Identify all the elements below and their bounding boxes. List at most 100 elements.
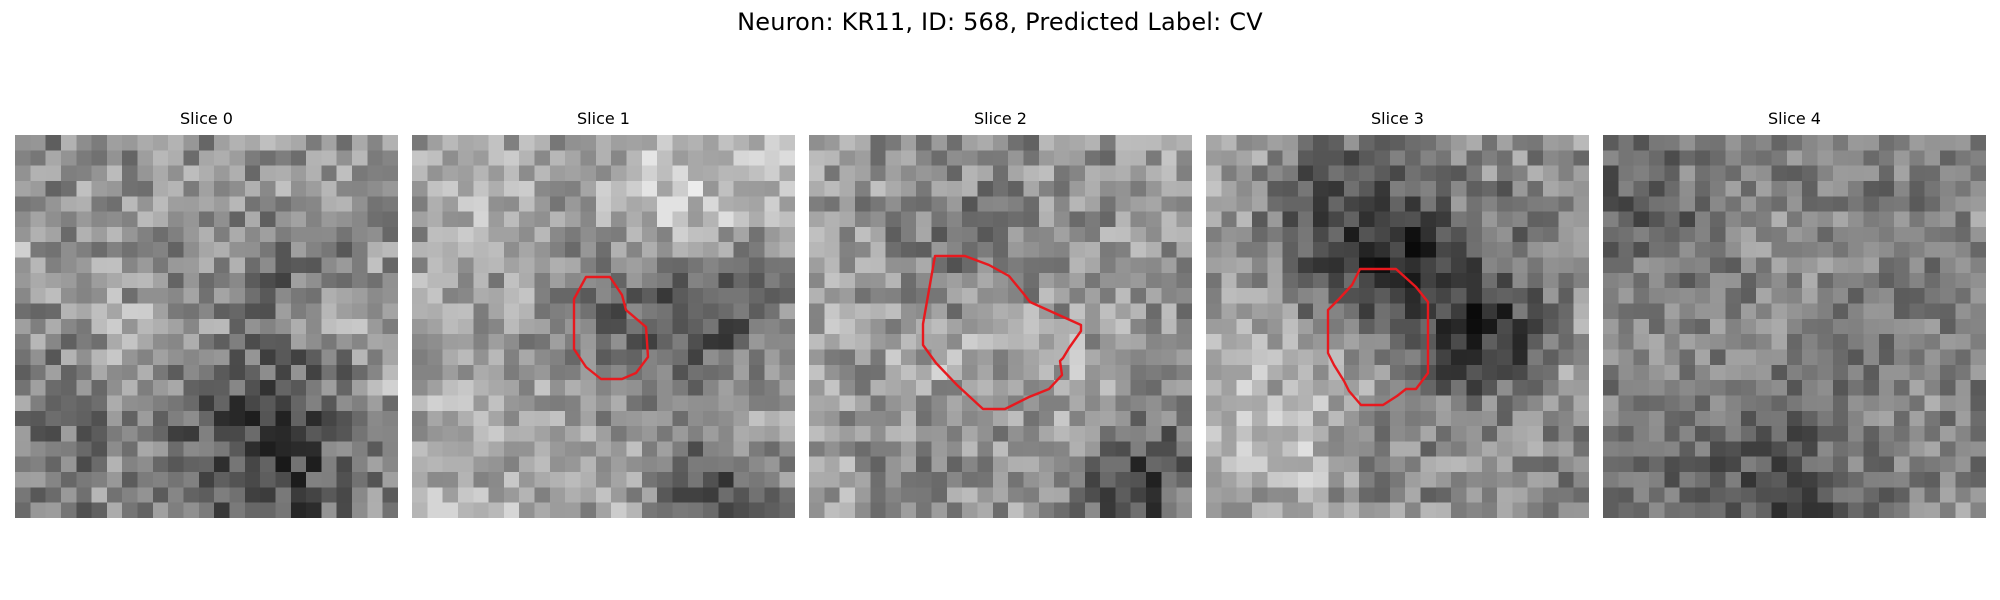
image-pixel [1236,410,1253,427]
image-pixel [1481,456,1498,473]
image-pixel [1802,211,1819,228]
image-pixel [1664,441,1681,458]
roi-contour [921,254,1083,411]
image-pixel [1878,441,1895,458]
image-pixel [1130,410,1147,427]
image-pixel [260,502,277,518]
image-pixel [488,211,505,228]
image-pixel [442,456,459,473]
image-pixel [1236,395,1253,412]
image-pixel [1558,487,1575,504]
image-pixel [1771,226,1788,243]
image-pixel [718,364,735,381]
image-pixel [1909,349,1926,366]
image-pixel [1740,426,1757,442]
image-pixel [733,441,750,458]
image-pixel [367,502,384,518]
image-pixel [1359,211,1376,228]
image-pixel [809,150,825,167]
image-pixel [703,180,719,197]
image-pixel [30,410,47,427]
image-pixel [992,472,1009,488]
image-pixel [549,135,566,151]
image-pixel [962,380,979,397]
image-pixel [1282,242,1299,259]
image-pixel [382,211,398,228]
image-pixel [703,487,719,504]
image-pixel [809,135,825,151]
image-pixel [1374,410,1391,427]
image-pixel [946,180,963,197]
image-pixel [1267,380,1284,397]
image-pixel [412,334,428,351]
image-pixel [457,487,474,504]
image-pixel [885,472,902,488]
image-pixel [15,150,31,167]
image-pixel [900,349,917,366]
image-pixel [122,410,139,427]
image-pixel [1374,441,1391,458]
image-pixel [1558,211,1575,228]
image-pixel [595,165,612,182]
image-pixel [916,135,933,151]
image-pixel [60,165,77,182]
image-pixel [290,349,307,366]
image-pixel [946,288,963,305]
image-pixel [367,456,384,473]
image-pixel [703,318,719,335]
image-pixel [1740,410,1757,427]
image-pixel [824,487,841,504]
image-pixel [916,472,933,488]
image-pixel [1069,395,1086,412]
image-pixel [1740,502,1757,518]
image-pixel [1878,180,1895,197]
image-pixel [137,272,154,289]
image-pixel [595,472,612,488]
image-pixel [412,288,428,305]
image-pixel [641,288,658,305]
image-pixel [519,196,536,213]
image-pixel [854,441,871,458]
image-pixel [1435,334,1452,351]
image-pixel [1543,456,1559,473]
image-pixel [60,135,77,151]
image-pixel [1878,395,1895,412]
image-pixel [122,150,139,167]
image-pixel [977,288,994,305]
image-pixel [1038,456,1055,473]
image-pixel [1558,303,1575,320]
image-pixel [1756,502,1773,518]
image-pixel [503,165,520,182]
image-pixel [1664,410,1681,427]
image-pixel [457,180,474,197]
image-pixel [290,410,307,427]
image-pixel [336,272,353,289]
image-pixel [122,487,139,504]
image-pixel [1297,472,1314,488]
image-pixel [427,502,444,518]
image-pixel [275,410,292,427]
image-pixel [15,502,31,518]
image-pixel [137,472,154,488]
image-pixel [1710,410,1727,427]
slice-panel-3: Slice 3 [1206,108,1589,518]
image-pixel [1664,242,1681,259]
image-pixel [1343,211,1360,228]
image-pixel [91,334,108,351]
image-pixel [382,288,398,305]
image-pixel [1100,165,1116,182]
image-pixel [824,257,841,274]
image-pixel [1558,410,1575,427]
image-pixel [1633,426,1650,442]
image-pixel [580,410,597,427]
image-pixel [1176,180,1192,197]
image-pixel [1130,257,1147,274]
image-pixel [45,472,62,488]
image-pixel [1313,318,1330,335]
image-pixel [1618,196,1635,213]
image-pixel [1343,410,1360,427]
image-pixel [382,426,398,442]
image-pixel [534,303,551,320]
image-pixel [1512,303,1529,320]
image-pixel [1328,226,1345,243]
